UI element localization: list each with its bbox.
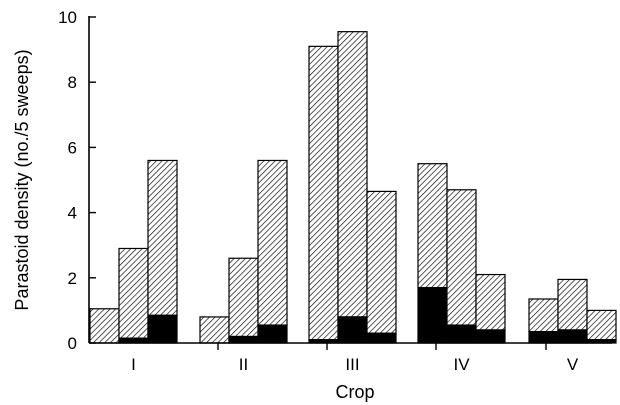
y-tick-label-10: 10: [58, 8, 77, 27]
bar-hatched-4-2: [446, 189, 477, 326]
bar-solid-5-1: [528, 330, 559, 344]
bar-hatched-3-2: [337, 31, 368, 318]
y-tick-label-0: 0: [68, 334, 77, 353]
x-tick-label-II: II: [239, 355, 248, 374]
bar-solid-4-1: [417, 286, 448, 344]
y-axis-title: Parastoid density (no./5 sweeps): [12, 49, 32, 310]
x-tick-label-I: I: [131, 355, 136, 374]
y-tick-label-2: 2: [68, 269, 77, 288]
bar-solid-5-2: [557, 329, 588, 344]
y-tick-label-8: 8: [68, 73, 77, 92]
bar-hatched-2-1: [199, 316, 230, 344]
bar-hatched-4-3: [475, 273, 506, 331]
bar-hatched-3-3: [366, 190, 397, 334]
bar-hatched-1-3: [147, 159, 178, 316]
bar-hatched-1-2: [118, 247, 149, 339]
y-tick-label-4: 4: [68, 204, 77, 223]
x-tick-label-IV: IV: [453, 355, 470, 374]
x-axis-title: Crop: [335, 382, 374, 402]
bar-solid-3-2: [337, 316, 368, 344]
x-tick-label-V: V: [567, 355, 579, 374]
x-tick-label-III: III: [345, 355, 359, 374]
bar-solid-2-2: [228, 335, 259, 344]
bar-hatched-5-2: [557, 278, 588, 331]
bar-solid-4-2: [446, 324, 477, 344]
bar-solid-1-3: [147, 314, 178, 344]
bar-solid-2-3: [257, 324, 288, 344]
bar-hatched-5-1: [528, 298, 559, 333]
bar-hatched-5-3: [586, 309, 617, 341]
bar-hatched-1-1: [89, 308, 120, 344]
bar-hatched-2-3: [257, 159, 288, 326]
bar-hatched-3-1: [308, 45, 339, 341]
bar-hatched-4-1: [417, 163, 448, 289]
bar-solid-4-3: [475, 329, 506, 344]
bar-solid-3-3: [366, 332, 397, 344]
bar-hatched-2-2: [228, 257, 259, 338]
y-tick-label-6: 6: [68, 138, 77, 157]
